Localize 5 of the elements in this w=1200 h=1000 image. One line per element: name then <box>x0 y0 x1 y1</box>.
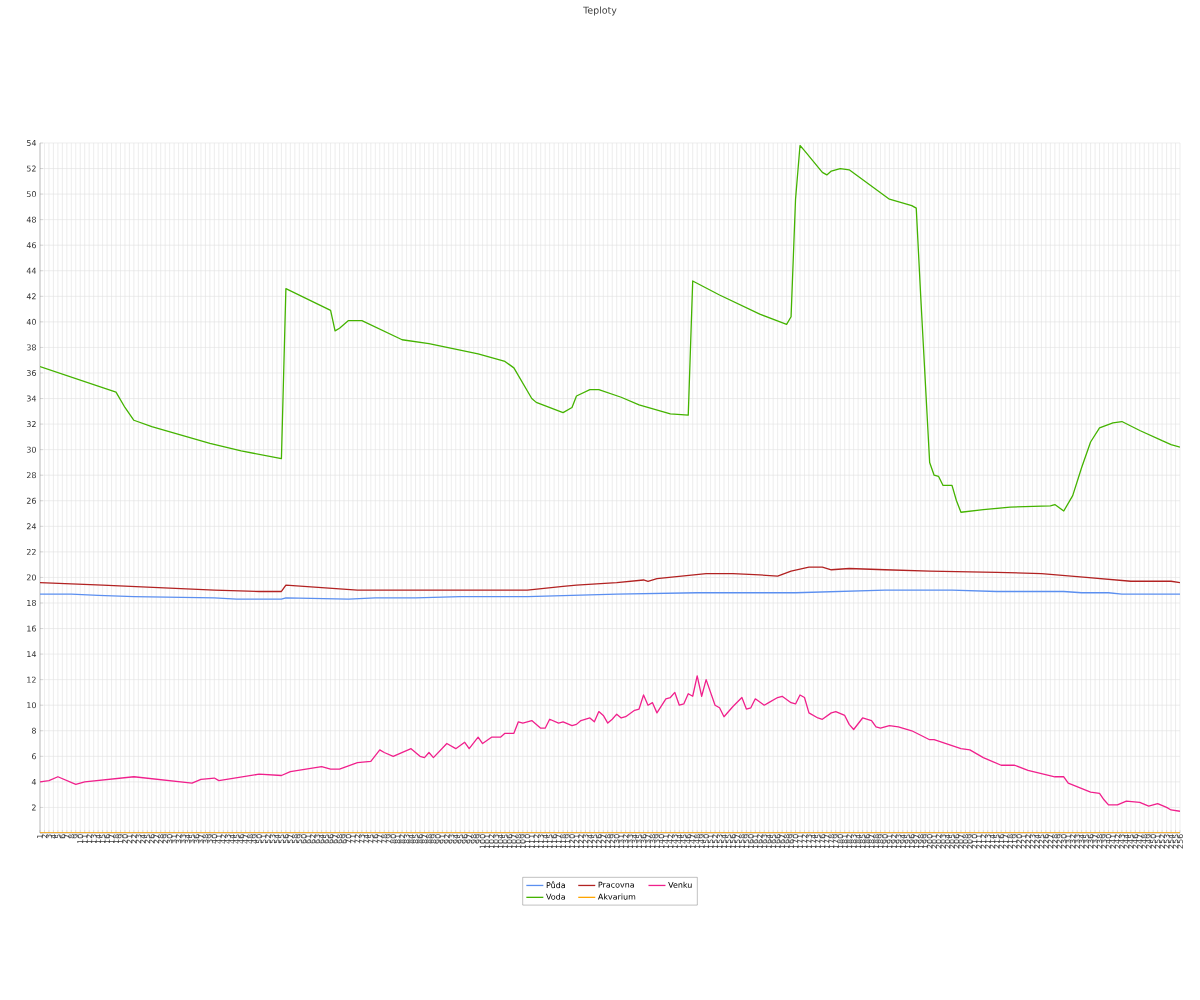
chart-title: Teploty <box>583 6 617 16</box>
line-series <box>40 566 1181 593</box>
line-series <box>40 589 1181 600</box>
line-series <box>40 144 1181 513</box>
line-series <box>40 675 1181 812</box>
